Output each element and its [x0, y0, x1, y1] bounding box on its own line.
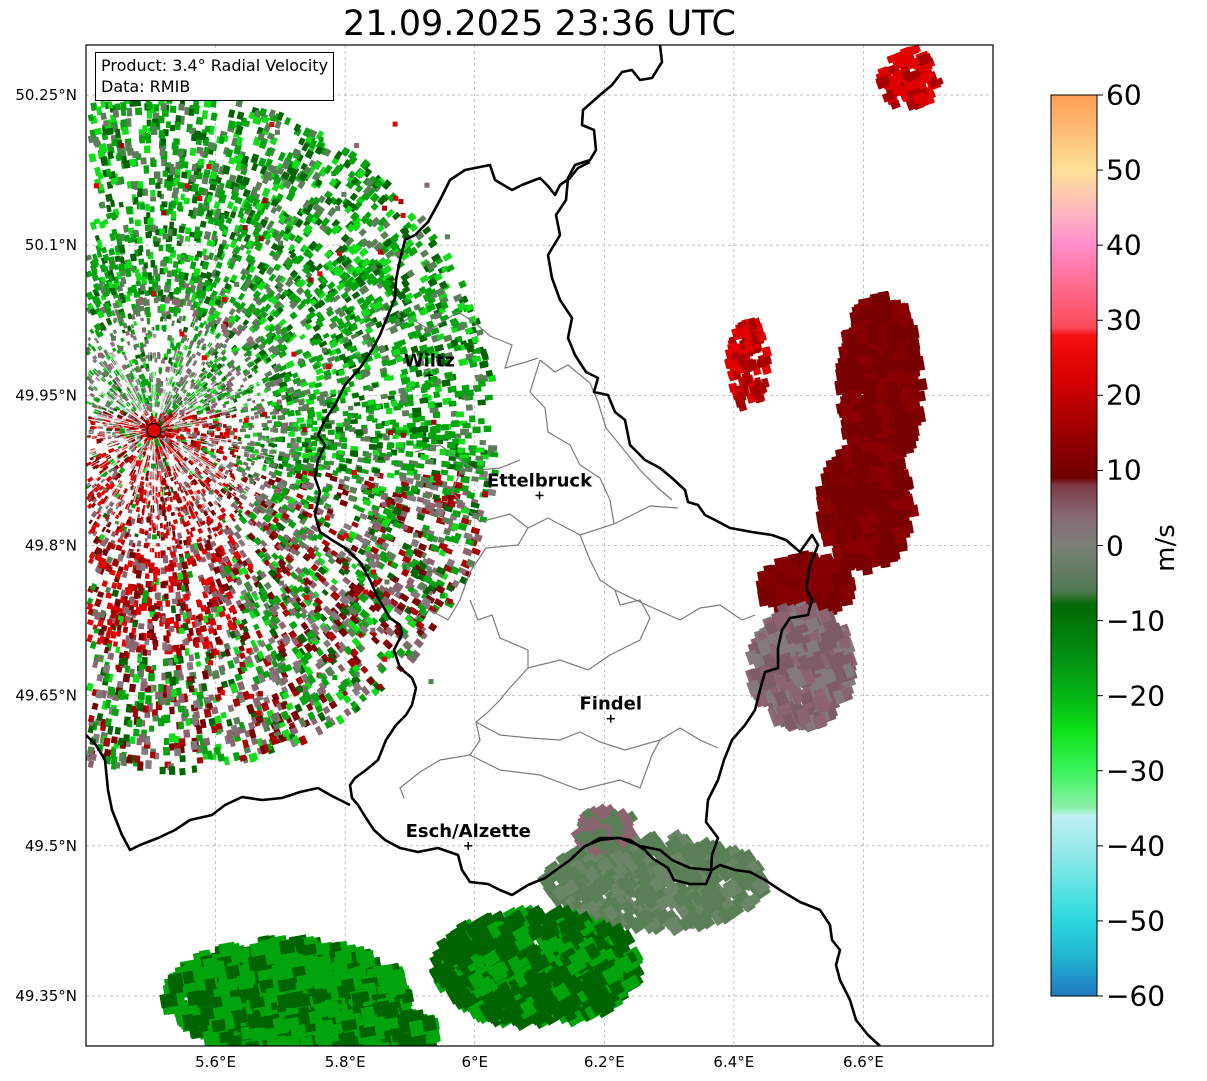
city-marker: Findel	[579, 694, 642, 723]
colorbar-tick-label: −30	[1106, 754, 1166, 788]
data-source-label: Data: RMIB	[101, 77, 191, 96]
product-label: Product: 3.4° Radial Velocity	[101, 56, 329, 75]
radar-echoes	[86, 45, 944, 1046]
city-label: Ettelbruck	[487, 470, 593, 491]
colorbar-ticks	[1097, 94, 1103, 997]
colorbar-tick-label: 40	[1106, 228, 1142, 262]
lat-tick-label: 50.1°N	[25, 236, 77, 254]
colorbar-tick-label: 10	[1106, 453, 1142, 487]
city-marker: Esch/Alzette	[406, 821, 531, 850]
product-info-box: Product: 3.4° Radial Velocity Data: RMIB	[95, 52, 335, 101]
canton-boundaries	[385, 311, 756, 799]
borders	[86, 45, 881, 1046]
colorbar-tick-label: −60	[1106, 979, 1166, 1013]
lat-tick-label: 50.25°N	[15, 86, 77, 104]
city-marker: Wiltz	[404, 350, 455, 380]
colorbar-tick-label: −50	[1106, 904, 1166, 938]
map-frame	[85, 44, 994, 1047]
colorbar-tick-label: −20	[1106, 679, 1166, 713]
lat-tick-label: 49.95°N	[15, 386, 77, 404]
colorbar-label: m/s	[1151, 524, 1181, 572]
colorbar-tick-label: 30	[1106, 303, 1142, 337]
lon-tick-label: 5.8°E	[325, 1053, 366, 1071]
city-label: Wiltz	[404, 350, 455, 371]
plot-title: 21.09.2025 23:36 UTC	[343, 4, 736, 44]
colorbar-tick-label: −40	[1106, 829, 1166, 863]
colorbar-tick-label: 60	[1106, 78, 1142, 112]
colorbar	[1050, 94, 1098, 997]
lon-tick-label: 6.4°E	[713, 1053, 754, 1071]
lon-tick-label: 6°E	[461, 1053, 488, 1071]
lon-tick-label: 6.2°E	[584, 1053, 625, 1071]
city-label: Esch/Alzette	[406, 821, 531, 842]
radar-site	[146, 422, 162, 438]
radar-site-marker	[146, 422, 162, 438]
lat-tick-label: 49.5°N	[25, 837, 77, 855]
lat-tick-label: 49.8°N	[25, 537, 77, 555]
lat-tick-label: 49.65°N	[15, 687, 77, 705]
lat-tick-label: 49.35°N	[15, 987, 77, 1005]
colorbar-tick-label: 50	[1106, 153, 1142, 187]
axis-ticks: 5.6°E 5.8°E 6°E 6.2°E 6.4°E 6.6°E 49.35°N 49.5°…	[15, 86, 884, 1071]
lon-tick-label: 5.6°E	[195, 1053, 236, 1071]
colorbar-tick-label: 20	[1106, 378, 1142, 412]
colorbar-tick-label: 0	[1106, 529, 1124, 562]
city-label: Findel	[579, 694, 642, 715]
city-marker: Ettelbruck	[487, 470, 593, 500]
lon-tick-label: 6.6°E	[843, 1053, 884, 1071]
national-borders	[86, 45, 881, 1046]
city-markers: Wiltz Ettelbruck Findel Esch/Alzette	[404, 350, 642, 850]
colorbar-tick-label: −10	[1106, 604, 1166, 638]
